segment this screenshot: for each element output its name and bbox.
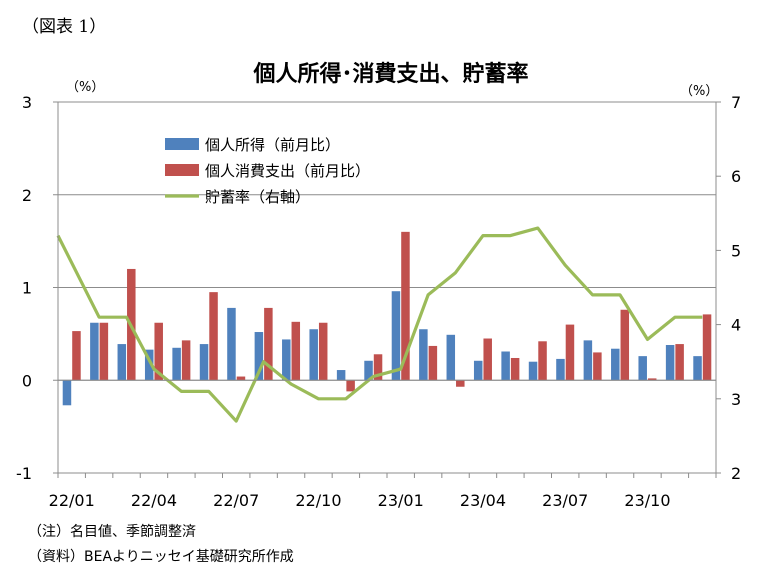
income-bar — [199, 344, 209, 381]
income-bar — [282, 339, 291, 381]
line-series — [56, 226, 703, 423]
x-tick-label: 22/04 — [131, 491, 177, 510]
savings-rate-line — [56, 226, 703, 423]
income-bar — [665, 345, 675, 381]
consumption-bar — [346, 380, 355, 392]
consumption-bar — [236, 376, 246, 381]
y-tick-label: 2 — [22, 186, 32, 205]
consumption-bar — [565, 324, 575, 381]
notes: （注）名目値、季節調整済 （資料）BEAよりニッセイ基礎研究所作成 — [28, 520, 294, 570]
consumption-bar — [209, 292, 218, 381]
income-bar — [336, 370, 346, 381]
consumption-bar — [291, 321, 301, 381]
consumption-bar — [702, 314, 712, 381]
income-bar — [364, 360, 373, 381]
consumption-bar — [264, 307, 273, 381]
x-tick-label: 23/07 — [542, 491, 588, 510]
y2-tick-label: 4 — [731, 316, 741, 335]
consumption-bar — [428, 345, 438, 381]
income-bar — [144, 349, 154, 381]
consumption-bar — [510, 357, 520, 381]
y-tick-label: 3 — [22, 93, 32, 112]
income-bar — [172, 347, 181, 381]
figure-label: （図表 1） — [22, 17, 107, 37]
income-bar — [473, 360, 483, 381]
y-tick-label: 0 — [22, 371, 32, 390]
right-axis-unit: （%） — [680, 84, 719, 99]
income-bar — [693, 356, 702, 381]
y2-tick-label: 7 — [731, 93, 741, 112]
income-bar — [501, 351, 510, 381]
consumption-bar — [373, 354, 383, 381]
legend-label: 貯蓄率（右軸） — [205, 188, 310, 206]
source-line: （資料）BEAよりニッセイ基礎研究所作成 — [28, 549, 294, 565]
y2-tick-label: 5 — [731, 241, 741, 260]
consumption-bar — [647, 378, 657, 381]
income-bar — [638, 356, 647, 381]
x-tick-label: 22/01 — [49, 491, 95, 510]
consumption-bar — [401, 231, 410, 381]
consumption-bar — [538, 341, 547, 381]
consumption-bar — [318, 322, 328, 381]
income-bar — [446, 334, 456, 381]
consumption-bar — [483, 338, 492, 381]
x-tick-label: 23/04 — [460, 491, 506, 510]
income-bar — [227, 307, 236, 381]
income-bar — [62, 380, 72, 406]
axes: -1 0 1 2 3 2 3 4 5 6 7 22/01 22/04 22/07 22/10 23/01 23/… — [16, 93, 741, 510]
consumption-bar — [593, 352, 602, 381]
x-tick-label: 22/10 — [295, 491, 341, 510]
left-axis-unit: （%） — [66, 80, 105, 95]
note-line: （注）名目値、季節調整済 — [28, 524, 196, 540]
y2-tick-label: 3 — [731, 390, 741, 409]
consumption-bar — [456, 380, 465, 387]
x-tick-label: 22/07 — [213, 491, 259, 510]
income-bar — [528, 361, 538, 381]
x-tick-label: 23/10 — [624, 491, 670, 510]
consumption-bar — [154, 322, 163, 381]
income-bar — [556, 358, 565, 381]
income-bar — [254, 332, 264, 381]
legend: 個人所得（前月比） 個人消費支出（前月比） 貯蓄率（右軸） — [165, 136, 370, 206]
consumption-bar — [99, 322, 109, 381]
y2-tick-label: 2 — [731, 464, 741, 483]
consumption-bar — [675, 344, 684, 381]
y2-tick-label: 6 — [731, 167, 741, 186]
income-bar — [583, 340, 593, 381]
consumption-bar — [72, 331, 81, 381]
chart-title: 個人所得･消費支出、貯蓄率 — [253, 62, 529, 87]
y-tick-label: -1 — [16, 464, 32, 483]
legend-label: 個人消費支出（前月比） — [205, 162, 370, 180]
income-bar — [611, 348, 620, 381]
income-bar — [309, 329, 318, 381]
legend-label: 個人所得（前月比） — [205, 136, 340, 154]
consumption-bar — [181, 340, 191, 381]
y-tick-label: 1 — [22, 279, 32, 298]
income-bar — [419, 329, 428, 381]
legend-swatch — [165, 164, 199, 176]
income-bar — [117, 344, 127, 381]
bars — [62, 231, 712, 406]
consumption-bar — [620, 309, 630, 381]
legend-swatch — [165, 138, 199, 150]
income-bar — [391, 291, 401, 381]
income-bar — [90, 322, 99, 381]
x-tick-label: 23/01 — [378, 491, 424, 510]
